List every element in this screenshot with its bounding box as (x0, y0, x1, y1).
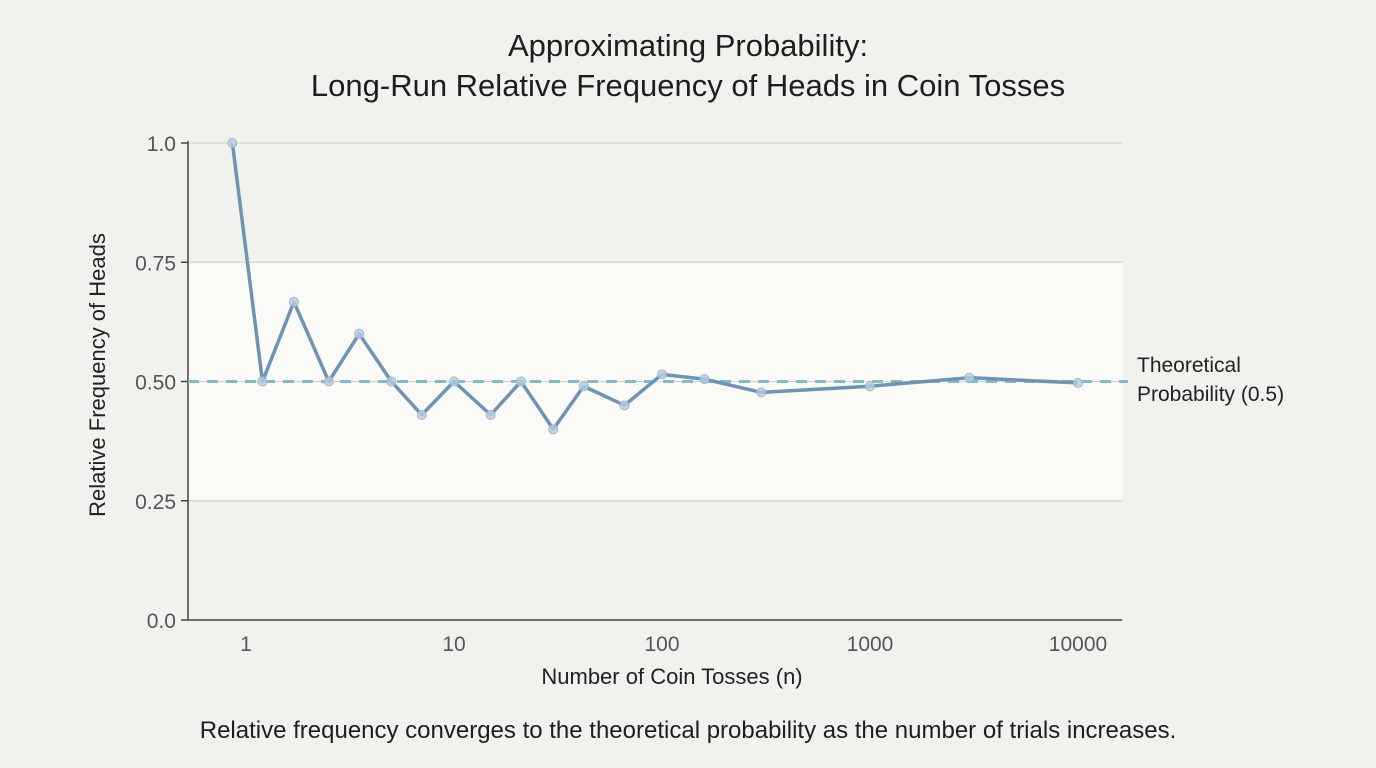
reference-label-line-2: Probability (0.5) (1137, 383, 1284, 406)
y-axis-label: Relative Frequency of Heads (85, 233, 110, 517)
data-point (578, 381, 589, 392)
data-point (865, 381, 875, 392)
data-point (288, 296, 299, 307)
x-axis-label: Number of Coin Tosses (n) (541, 664, 802, 689)
data-point (756, 387, 767, 398)
data-point (416, 409, 427, 420)
x-tick-label: 1000 (847, 633, 894, 656)
data-point (699, 374, 710, 385)
y-tick-label: 0.75 (135, 252, 176, 275)
data-point (619, 400, 630, 411)
y-tick-label: 0.0 (147, 610, 176, 633)
y-tick-label: 0.25 (135, 491, 176, 514)
data-point (227, 138, 238, 148)
x-tick-label: 10 (442, 633, 465, 656)
data-point (354, 328, 365, 339)
data-point (386, 376, 397, 387)
chart-title-line-1: Approximating Probability: (508, 28, 868, 63)
x-tick-label: 100 (644, 633, 679, 656)
x-tick-label: 1 (240, 633, 252, 656)
x-tick-label: 10000 (1049, 633, 1107, 656)
data-point (1073, 377, 1083, 388)
data-point (449, 376, 459, 387)
data-point (516, 376, 527, 387)
reference-label-line-1: Theoretical (1137, 354, 1241, 377)
chart-title-line-2: Long-Run Relative Frequency of Heads in … (311, 68, 1065, 103)
data-point (257, 376, 268, 387)
caption: Relative frequency converges to the theo… (200, 717, 1177, 744)
y-tick-label: 1.0 (147, 133, 176, 156)
data-point (548, 424, 559, 435)
data-point (964, 372, 975, 383)
data-point (323, 376, 334, 387)
data-point (657, 369, 667, 380)
y-tick-label: 0.50 (135, 372, 176, 395)
data-point (485, 409, 496, 420)
